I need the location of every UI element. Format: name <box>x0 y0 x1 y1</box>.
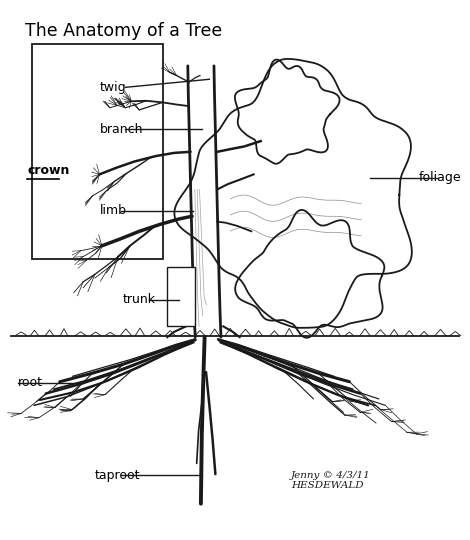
Text: twig: twig <box>100 81 126 94</box>
Text: root: root <box>18 376 43 389</box>
Text: trunk: trunk <box>123 293 156 306</box>
Text: Jenny © 4/3/11
HESDEWALD: Jenny © 4/3/11 HESDEWALD <box>291 471 371 490</box>
Bar <box>167 267 196 326</box>
Text: taproot: taproot <box>95 469 141 482</box>
Text: branch: branch <box>100 123 143 136</box>
Text: foliage: foliage <box>419 171 462 184</box>
Bar <box>32 44 163 259</box>
Text: crown: crown <box>27 164 70 177</box>
Text: The Anatomy of a Tree: The Anatomy of a Tree <box>25 22 222 40</box>
Text: limb: limb <box>100 205 126 218</box>
